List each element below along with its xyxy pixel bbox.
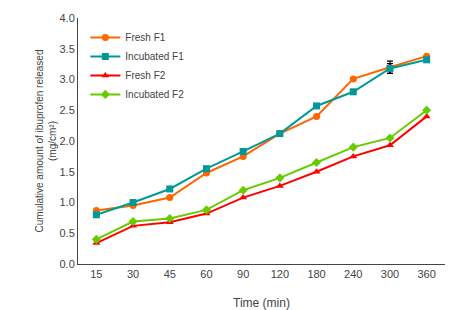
svg-text:45: 45 xyxy=(164,268,176,280)
svg-text:Incubated F2: Incubated F2 xyxy=(125,89,184,100)
svg-text:Fresh F2: Fresh F2 xyxy=(125,70,165,81)
svg-text:Cumulative amount of ibuprofen: Cumulative amount of ibuprofen released(… xyxy=(34,50,58,233)
svg-text:Incubated F1: Incubated F1 xyxy=(125,51,184,62)
svg-text:Time (min): Time (min) xyxy=(233,296,290,310)
svg-text:240: 240 xyxy=(344,268,362,280)
svg-text:120: 120 xyxy=(271,268,289,280)
svg-text:60: 60 xyxy=(200,268,212,280)
svg-text:0.0: 0.0 xyxy=(60,258,75,270)
svg-text:30: 30 xyxy=(127,268,139,280)
svg-text:1.0: 1.0 xyxy=(60,196,75,208)
svg-text:2.5: 2.5 xyxy=(60,104,75,116)
svg-text:2.0: 2.0 xyxy=(60,135,75,147)
svg-text:3.5: 3.5 xyxy=(60,43,75,55)
svg-text:Fresh F1: Fresh F1 xyxy=(125,32,165,43)
svg-text:4.0: 4.0 xyxy=(60,12,75,24)
svg-text:0.5: 0.5 xyxy=(60,227,75,239)
svg-text:3.0: 3.0 xyxy=(60,73,75,85)
svg-text:360: 360 xyxy=(417,268,435,280)
svg-text:1.5: 1.5 xyxy=(60,166,75,178)
svg-text:90: 90 xyxy=(237,268,249,280)
svg-text:300: 300 xyxy=(381,268,399,280)
svg-text:15: 15 xyxy=(90,268,102,280)
svg-text:180: 180 xyxy=(307,268,325,280)
